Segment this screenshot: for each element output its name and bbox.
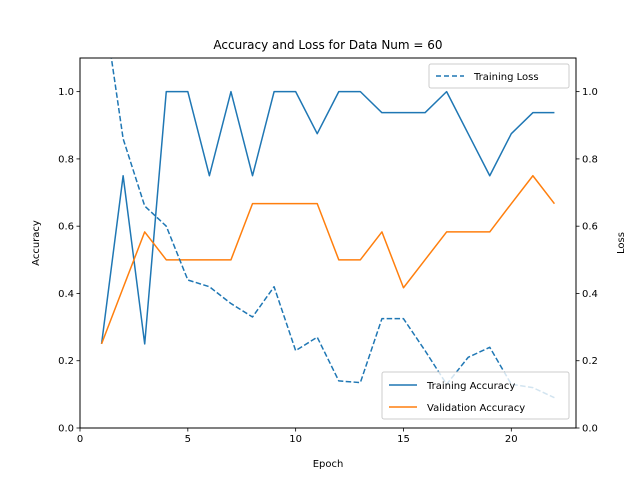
x-tick-label: 15 xyxy=(397,434,410,445)
y-left-tick-label: 0.0 xyxy=(58,424,74,435)
y-right-tick-label: 0.4 xyxy=(582,289,598,300)
y-left-tick-label: 0.4 xyxy=(58,289,74,300)
plot-frame xyxy=(79,57,577,429)
y-axis-left-label: Accuracy xyxy=(31,220,42,266)
series-line-validation-accuracy xyxy=(100,174,556,345)
x-tick-label: 10 xyxy=(289,434,302,445)
y-left-tick-label: 0.8 xyxy=(58,154,74,165)
x-axis-label: Epoch xyxy=(313,459,344,470)
y-axis-left: 0.0 0.2 0.4 0.6 0.8 1.0 xyxy=(58,87,80,435)
series-line-training-accuracy xyxy=(100,90,555,345)
y-right-tick-label: 0.8 xyxy=(582,154,598,165)
legend-label-training-loss: Training Loss xyxy=(473,72,539,83)
legend-loss-frame xyxy=(428,63,570,89)
y-axis-right-label: Loss xyxy=(616,232,627,254)
x-axis: 0 5 10 15 20 xyxy=(77,428,518,445)
y-right-tick-label: 1.0 xyxy=(582,87,598,98)
legend-loss: Training Loss xyxy=(428,63,570,89)
y-right-tick-label: 0.6 xyxy=(582,222,598,233)
series-layer xyxy=(100,58,556,399)
legend-label-training-accuracy: Training Accuracy xyxy=(426,381,515,392)
series-line-training-loss xyxy=(110,58,555,399)
chart-title: Accuracy and Loss for Data Num = 60 xyxy=(213,38,442,52)
legend-accuracy: Training Accuracy Validation Accuracy xyxy=(381,371,570,420)
y-axis-right: 0.0 0.2 0.4 0.6 0.8 1.0 xyxy=(576,87,598,435)
x-tick-label: 5 xyxy=(185,434,191,445)
x-tick-label: 0 xyxy=(77,434,83,445)
x-tick-label: 20 xyxy=(505,434,518,445)
y-right-tick-label: 0.0 xyxy=(582,424,598,435)
y-left-tick-label: 0.2 xyxy=(58,356,74,367)
legend-accuracy-frame xyxy=(381,371,570,420)
y-right-tick-label: 0.2 xyxy=(582,356,598,367)
y-left-tick-label: 1.0 xyxy=(58,87,74,98)
legend-label-validation-accuracy: Validation Accuracy xyxy=(427,403,525,414)
y-left-tick-label: 0.6 xyxy=(58,222,74,233)
